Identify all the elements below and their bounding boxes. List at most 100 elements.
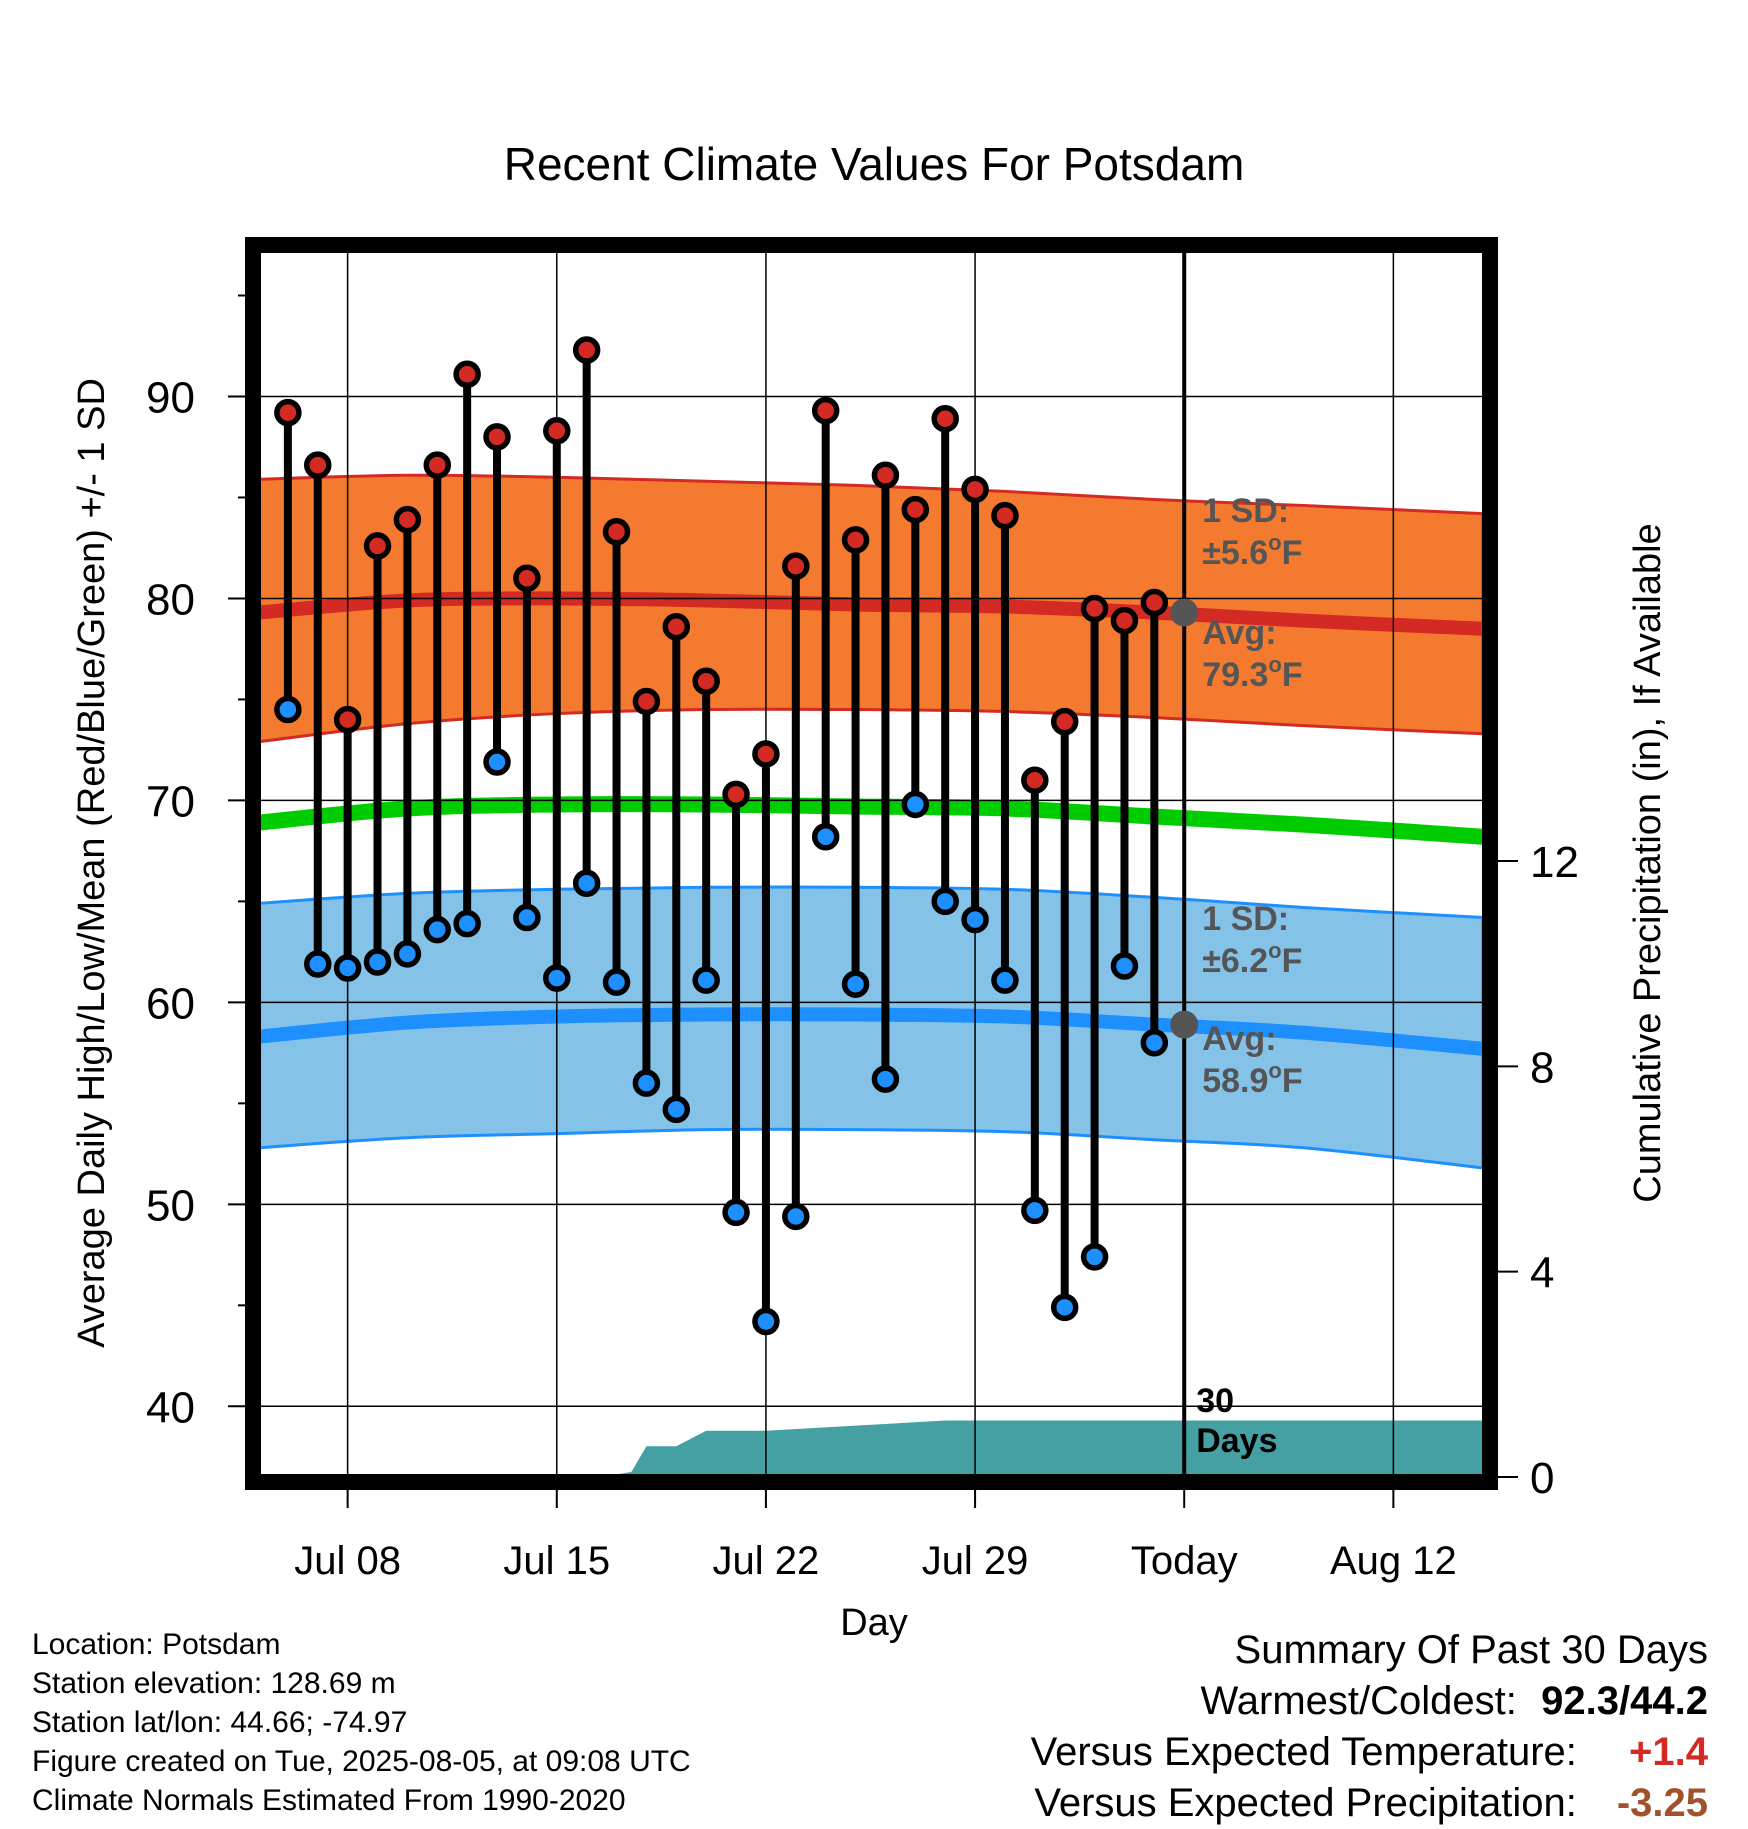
daily-low-point	[811, 823, 840, 851]
daily-low-point	[752, 1307, 780, 1336]
elevation-line: Station elevation: 128.69 m	[32, 1667, 396, 1700]
low-avg-label: Avg:	[1202, 1020, 1276, 1058]
x-tick-label: Jul 22	[713, 1539, 820, 1583]
daily-high-point	[304, 451, 332, 479]
daily-high-point	[752, 740, 780, 768]
y2-tick-label: 8	[1530, 1043, 1554, 1092]
y2-tick-label: 4	[1530, 1249, 1554, 1298]
summary-heading: Summary Of Past 30 Days	[1234, 1628, 1708, 1672]
daily-low-point	[782, 1202, 810, 1231]
x-tick-label: Jul 08	[294, 1539, 401, 1583]
high-avg-label: Avg:	[1202, 614, 1276, 652]
daily-low-point	[483, 748, 511, 776]
daily-high-point	[871, 461, 900, 489]
station-info: Location: Potsdam Station elevation: 128…	[32, 1625, 691, 1820]
daily-low-point	[423, 915, 452, 944]
warmest-coldest-value: 92.3/44.2	[1541, 1679, 1708, 1723]
daily-low-point	[901, 790, 930, 819]
precip-departure-row: Versus Expected Precipitation: -3.25	[1031, 1778, 1708, 1829]
daily-high-point	[662, 612, 691, 641]
warmest-coldest-label: Warmest/Coldest:	[1200, 1679, 1517, 1723]
normal-mean-line	[258, 796, 1483, 845]
daily-low-point	[722, 1198, 750, 1227]
y-tick-label: 90	[146, 373, 195, 422]
low-sd-label: 1 SD:	[1202, 900, 1289, 938]
warmest-coldest-row: Warmest/Coldest: 92.3/44.2	[1031, 1676, 1709, 1727]
y2-tick-label: 12	[1530, 838, 1579, 887]
daily-high-point	[602, 518, 631, 546]
temp-departure-value: +1.4	[1629, 1730, 1708, 1774]
y-tick-label: 80	[146, 575, 195, 624]
daily-high-point	[991, 501, 1019, 530]
x-tick-label: Jul 29	[922, 1539, 1029, 1583]
y-tick-label: 60	[146, 979, 195, 1028]
low-sd-value: ±6.2oF	[1202, 938, 1302, 980]
daily-low-point	[632, 1069, 661, 1097]
daily-high-point	[632, 687, 661, 716]
daily-low-point	[931, 887, 959, 916]
x-tick-label: Jul 15	[503, 1539, 610, 1583]
daily-high-point	[274, 398, 302, 427]
precipitation-area	[258, 1420, 1483, 1477]
daily-high-point	[782, 552, 810, 580]
daily-high-point	[901, 495, 930, 524]
daily-high-point	[841, 526, 870, 554]
daily-high-point	[543, 417, 571, 445]
daily-low-point	[572, 869, 601, 897]
daily-high-point	[1080, 594, 1109, 623]
daily-low-point	[1050, 1293, 1079, 1322]
today-normal-high-marker	[1170, 598, 1199, 627]
y-tick-label: 40	[146, 1383, 195, 1432]
daily-high-point	[811, 396, 840, 425]
chart-title: Recent Climate Values For Potsdam	[504, 138, 1245, 190]
location-line: Location: Potsdam	[32, 1628, 281, 1661]
daily-low-point	[662, 1095, 691, 1124]
daily-low-point	[961, 905, 989, 934]
y2-tick-label: 0	[1530, 1454, 1554, 1503]
precip-departure-label: Versus Expected Precipitation:	[1034, 1781, 1577, 1825]
daily-high-point	[931, 404, 959, 433]
daily-low-point	[274, 695, 302, 724]
plot-frame	[245, 237, 1498, 1490]
daily-high-point	[572, 336, 601, 364]
daily-high-point	[1110, 606, 1139, 635]
y-tick-label: 50	[146, 1181, 195, 1230]
temp-departure-row: Versus Expected Temperature: +1.4	[1031, 1727, 1708, 1778]
daily-low-point	[871, 1065, 900, 1093]
daily-high-point	[961, 475, 989, 504]
daily-low-point	[363, 948, 392, 976]
daily-high-point	[513, 564, 541, 592]
daily-high-point	[423, 451, 452, 479]
x-tick-label: Aug 12	[1330, 1539, 1457, 1583]
daily-low-point	[1021, 1196, 1049, 1225]
high-sd-value: ±5.6oF	[1202, 530, 1302, 572]
x-tick-label: Today	[1131, 1539, 1238, 1583]
y2-axis-label: Cumulative Precipitation (in), If Availa…	[1627, 523, 1669, 1202]
normals-source-line: Climate Normals Estimated From 1990-2020	[32, 1784, 626, 1817]
daily-low-point	[692, 966, 720, 994]
low-avg-value: 58.9oF	[1202, 1058, 1302, 1100]
normal-low-line	[258, 1007, 1483, 1056]
daily-low-point	[543, 964, 571, 992]
window-days-number: 30	[1196, 1382, 1234, 1420]
today-normal-low-marker	[1170, 1010, 1199, 1039]
daily-low-point	[602, 968, 631, 996]
daily-high-point	[1140, 588, 1169, 617]
daily-low-point	[513, 903, 541, 932]
figure-created-line: Figure created on Tue, 2025-08-05, at 09…	[32, 1745, 691, 1778]
y-axis-label: Average Daily High/Low/Mean (Red/Blue/Gr…	[71, 378, 113, 1348]
daily-high-point	[363, 532, 392, 560]
daily-high-point	[1021, 766, 1049, 794]
temp-departure-label: Versus Expected Temperature:	[1030, 1730, 1577, 1774]
daily-high-point	[453, 360, 481, 389]
daily-low-point	[991, 966, 1019, 994]
daily-low-point	[1110, 952, 1139, 980]
lat-lon-line: Station lat/lon: 44.66; -74.97	[32, 1706, 408, 1739]
daily-high-point	[1050, 707, 1079, 736]
daily-low-point	[453, 909, 481, 938]
summary-panel: Summary Of Past 30 Days Warmest/Coldest:…	[1031, 1625, 1708, 1829]
daily-low-point	[304, 950, 332, 978]
daily-low-point	[1140, 1029, 1169, 1057]
